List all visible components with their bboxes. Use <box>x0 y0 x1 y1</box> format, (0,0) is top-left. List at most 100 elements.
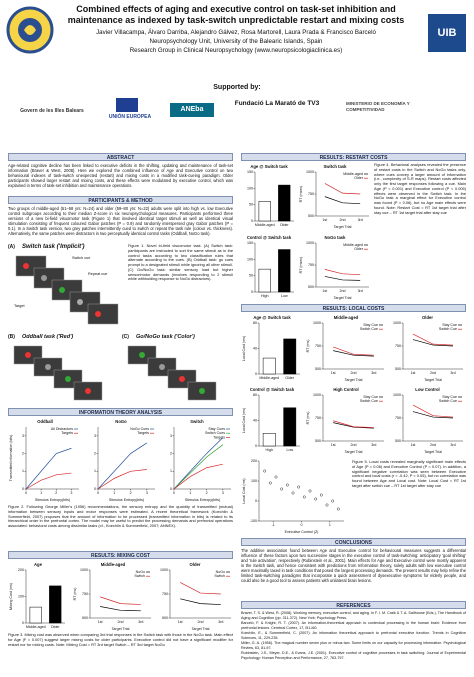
title-line: Combined effects of aging and executive … <box>76 4 396 14</box>
y-tick-label: 40 <box>253 346 257 350</box>
y-tick-label: 750 <box>395 416 401 420</box>
x-tick-label: 2nd <box>430 443 436 447</box>
series-line <box>97 469 147 490</box>
x-axis-label: Target Trial <box>192 627 210 631</box>
figure-caption: Figure 5. Local costs revealed marginall… <box>352 459 466 488</box>
y-tick-label: 750 <box>308 192 314 196</box>
panel-letter: (B) <box>8 334 15 340</box>
series-line <box>412 411 454 419</box>
x-tick-label: 3 <box>222 491 224 495</box>
series-line <box>97 442 148 490</box>
bar <box>258 201 271 222</box>
y-tick-label: 0 <box>170 487 172 491</box>
bar <box>258 268 271 293</box>
series-line <box>324 269 361 276</box>
section-heading: CONCLUSIONS <box>241 538 466 546</box>
title-line: maintenance as indexed by task-switch un… <box>67 15 405 25</box>
x-tick-label: Middle-aged <box>259 376 279 380</box>
panel-title: Switch task ('Implicit') <box>22 244 85 250</box>
diagram-label: Target <box>14 304 25 308</box>
series-line <box>25 447 72 490</box>
sponsor: ANEba <box>170 103 214 117</box>
x-tick-label: 2 <box>206 491 208 495</box>
y-tick-label: 500 <box>308 285 314 289</box>
chart-title: Age <box>34 562 43 567</box>
y-tick-label: 500 <box>315 439 321 443</box>
x-tick-label: 0 <box>97 491 99 495</box>
x-tick-label: 1 <box>40 491 42 495</box>
bar <box>29 606 42 624</box>
x-tick-label: Low <box>281 294 288 298</box>
section-heading: ABSTRACT <box>8 153 233 161</box>
x-tick-label: 2nd <box>351 371 357 375</box>
chart-title: Age @ Switch task <box>250 164 288 169</box>
x-tick-label: 2nd <box>340 289 346 293</box>
x-axis-label: Target Trial <box>334 296 352 300</box>
y-tick-label: 750 <box>162 592 168 596</box>
chart-title: Control @ Switch task <box>247 235 292 240</box>
point <box>291 491 295 495</box>
x-axis-label: Target Trial <box>345 450 363 454</box>
x-axis-label: Executive Control (Z) <box>285 530 319 534</box>
y-tick-label: 100 <box>18 594 24 598</box>
y-tick-label: 1000 <box>306 241 314 245</box>
legend-label: Targets <box>213 435 225 439</box>
chart-title: Older <box>190 562 201 567</box>
point <box>325 503 329 507</box>
series-line <box>333 346 374 356</box>
y-tick-label: 100 <box>247 257 253 261</box>
point <box>280 487 284 491</box>
point <box>297 485 301 489</box>
section-heading: REFERENCES <box>241 601 466 609</box>
legend-label: Older <box>354 247 364 251</box>
chart-title: Control @ Switch task <box>250 387 295 392</box>
chart: Low Control 500 750 1000 Target Trial 1st 2nd 3… <box>393 387 463 454</box>
series-line <box>100 606 141 612</box>
section-heading: INFORMATION THEORY ANALYSIS <box>8 408 233 416</box>
series-line <box>324 183 361 195</box>
point <box>331 499 335 503</box>
legend-label: Switch Cues <box>205 431 225 435</box>
x-tick-label: Older <box>280 223 290 227</box>
y-tick-label: 0 <box>255 499 257 503</box>
y-tick-label: 1 <box>22 469 24 473</box>
point <box>336 507 340 511</box>
bar <box>283 407 297 447</box>
panel-letter: (A) <box>8 244 15 250</box>
x-axis-label: Target Trial <box>112 627 130 631</box>
y-tick-label: 750 <box>395 344 401 348</box>
legend-label: Stay Cue <box>363 323 378 327</box>
x-tick-label: 0 <box>301 523 303 527</box>
chart: Control @ Switch task 0 50 100 150 High Low <box>247 235 294 298</box>
y-axis-label: Local Cost (ms) <box>242 336 246 361</box>
chart: Older 500 750 1000 Target Trial 1st 2nd 3rd Stay… <box>393 315 463 382</box>
x-tick-label: 2nd <box>351 443 357 447</box>
y-tick-label: 150 <box>247 170 253 174</box>
series-line <box>333 420 374 429</box>
bar <box>278 184 291 222</box>
y-tick-label: 0 <box>251 290 253 294</box>
reference: Braver, T. S. & West, R. (2008). Working… <box>241 611 466 620</box>
point <box>314 497 318 501</box>
chart-title: NoGo task <box>325 235 347 240</box>
y-axis-label: Transmitted information (bits) <box>9 435 13 482</box>
y-axis-label: RT (ms) <box>306 412 310 425</box>
x-tick-label: 3rd <box>371 443 376 447</box>
sponsor: Govern de les Illes Balears <box>20 108 84 114</box>
chart-title: High Control <box>333 387 358 392</box>
x-tick-label: 0 <box>25 491 27 495</box>
series-line <box>412 339 454 347</box>
x-tick-label: Older <box>285 376 295 380</box>
x-tick-label: Older <box>51 625 61 629</box>
series-line <box>412 404 454 418</box>
series-line <box>180 598 221 605</box>
y-tick-label: 0 <box>22 621 24 625</box>
x-tick-label: High <box>261 294 268 298</box>
x-tick-label: 2nd <box>430 371 436 375</box>
y-tick-label: 3 <box>94 434 96 438</box>
chart: -100 0 100 200 Local Cost (ms) Executive Cont… <box>242 459 344 534</box>
x-tick-label: 2nd <box>198 620 204 624</box>
point <box>302 495 306 499</box>
